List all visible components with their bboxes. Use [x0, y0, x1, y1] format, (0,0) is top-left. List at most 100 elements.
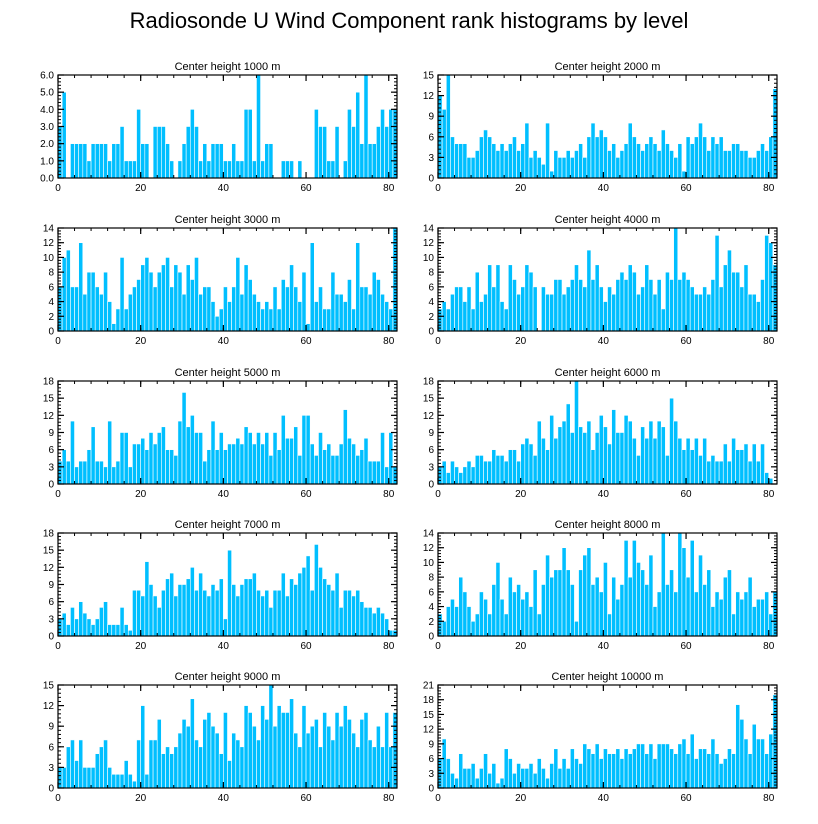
bar — [586, 748, 592, 789]
y-tick-label: 3 — [48, 763, 54, 774]
bar — [702, 584, 708, 637]
bar — [652, 293, 658, 332]
bar — [545, 293, 550, 332]
bar — [119, 607, 125, 637]
bar — [318, 126, 323, 179]
bar — [507, 143, 513, 179]
bar — [665, 455, 670, 485]
bar — [388, 308, 394, 332]
bar — [78, 460, 84, 485]
y-tick-label: 15 — [423, 71, 435, 82]
bar — [445, 308, 451, 332]
bar — [470, 763, 476, 789]
bar — [569, 748, 575, 789]
bar — [136, 589, 141, 637]
bar — [86, 449, 92, 485]
x-tick-label: 80 — [763, 336, 775, 347]
x-tick-label: 20 — [135, 641, 147, 652]
bar — [640, 743, 646, 789]
bar — [94, 286, 100, 332]
bar — [185, 725, 191, 789]
bar — [756, 738, 761, 789]
bar — [466, 606, 472, 637]
bar — [549, 763, 555, 789]
bar — [260, 705, 266, 789]
bar — [574, 620, 579, 637]
bar — [256, 589, 261, 637]
y-tick-label: 15 — [43, 546, 55, 557]
bar — [380, 293, 385, 332]
bar — [756, 150, 761, 179]
bar — [57, 126, 63, 179]
bar — [644, 437, 650, 485]
bar — [644, 264, 650, 332]
bar — [582, 743, 588, 789]
bar — [330, 455, 336, 485]
bar — [86, 767, 92, 789]
bar — [227, 443, 232, 485]
bar — [223, 160, 228, 179]
bar — [326, 160, 332, 179]
bar — [189, 415, 195, 485]
bar — [512, 136, 517, 179]
bar — [445, 758, 451, 789]
bar — [698, 748, 703, 789]
y-tick-label: 12 — [423, 411, 435, 422]
bar — [627, 420, 633, 485]
bar — [123, 432, 129, 485]
bar — [239, 293, 245, 332]
bar — [561, 758, 567, 789]
bar — [644, 584, 650, 637]
bar — [739, 449, 745, 485]
bar — [334, 455, 340, 485]
bar — [536, 420, 542, 485]
panel-title: Center height 2000 m — [555, 61, 661, 73]
y-tick-label: 3.0 — [40, 122, 54, 133]
bar — [520, 443, 526, 485]
bar — [743, 591, 749, 637]
bar — [156, 719, 162, 789]
bar — [673, 157, 679, 179]
bar — [607, 150, 612, 179]
bar — [74, 143, 79, 179]
bar — [735, 449, 741, 485]
bar — [669, 569, 674, 637]
bar — [210, 420, 216, 485]
bar — [611, 143, 617, 179]
bar — [603, 426, 608, 485]
bar — [351, 443, 356, 485]
bar — [710, 738, 716, 789]
bar — [479, 591, 484, 637]
bar — [731, 143, 736, 179]
y-tick-label: 9 — [428, 739, 434, 750]
bar — [751, 293, 757, 332]
bar — [450, 293, 455, 332]
panel-1: Center height 1000 m 0 20 40 60 80 0.0 1.0 2.0 3.… — [40, 61, 398, 194]
bar — [644, 753, 650, 789]
bar — [185, 426, 191, 485]
bar — [127, 773, 133, 789]
y-tick-label: 3 — [48, 462, 54, 473]
bar — [532, 569, 538, 637]
bar — [367, 607, 373, 637]
bar — [194, 257, 199, 332]
bar — [698, 122, 703, 179]
bar — [111, 466, 117, 485]
bar — [590, 753, 596, 789]
bar — [718, 763, 724, 789]
bar — [586, 547, 592, 637]
bar — [483, 598, 488, 637]
bar — [437, 466, 443, 485]
bar — [722, 150, 728, 179]
x-tick-label: 20 — [515, 641, 527, 652]
bar — [74, 466, 79, 485]
bar — [549, 415, 555, 485]
y-tick-label: 0 — [48, 784, 54, 795]
bar — [714, 591, 720, 637]
bar — [309, 242, 315, 332]
bar — [322, 578, 328, 637]
bar — [99, 143, 104, 179]
bar — [198, 746, 203, 789]
bar — [660, 308, 666, 332]
bar — [107, 624, 113, 637]
